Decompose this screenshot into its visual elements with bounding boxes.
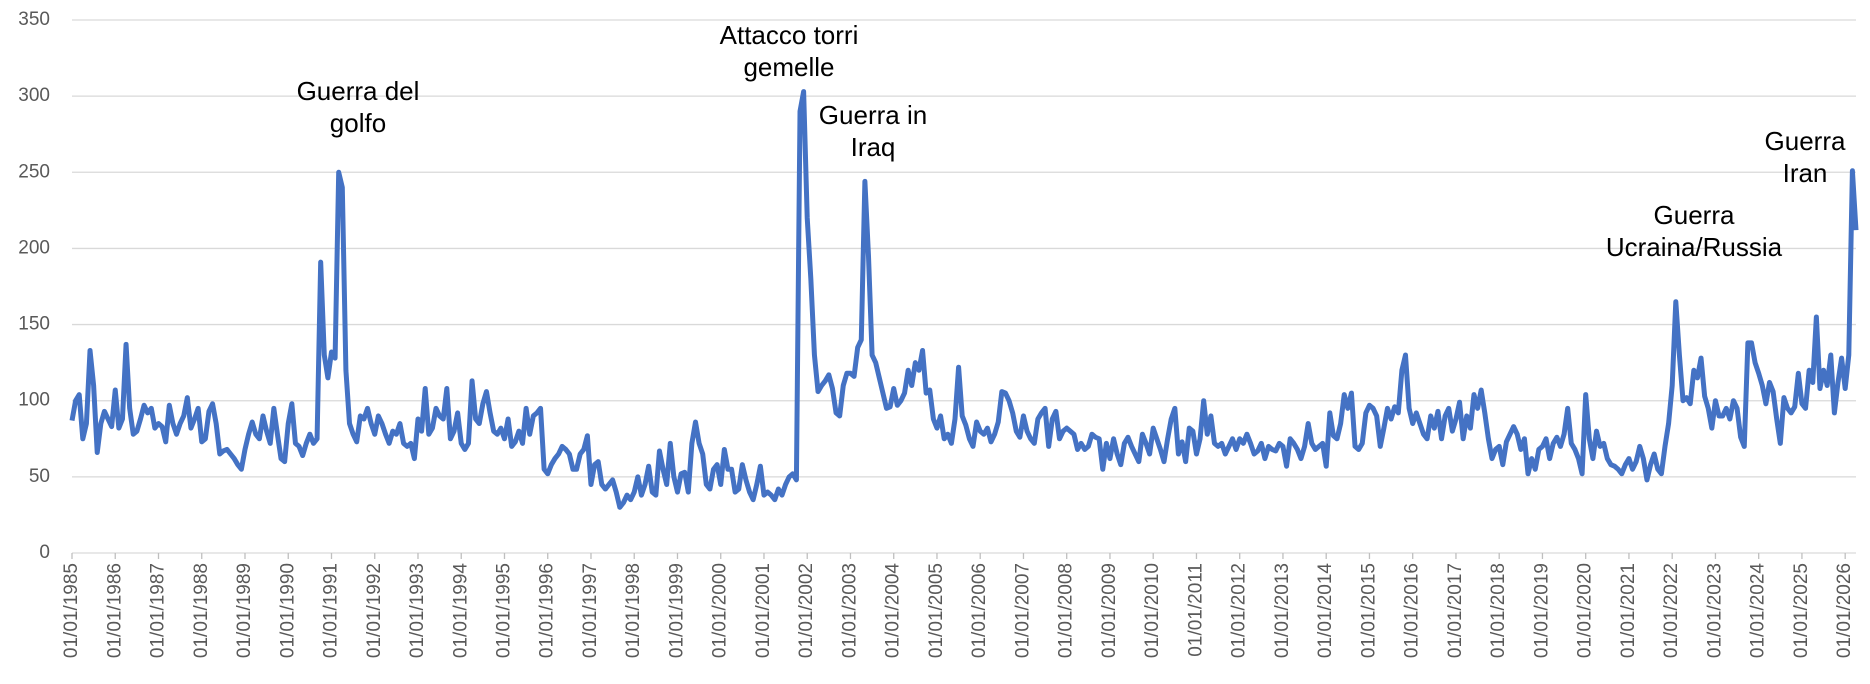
- x-tick-label: 01/01/2002: [796, 563, 817, 658]
- x-tick-label: 01/01/1991: [321, 563, 342, 658]
- x-tick-label: 01/01/1998: [623, 563, 644, 658]
- x-tick-label: 01/01/2012: [1229, 563, 1250, 658]
- x-tick-label: 01/01/2010: [1142, 563, 1163, 658]
- x-tick-label: 01/01/2018: [1488, 563, 1509, 658]
- x-tick-label: 01/01/2017: [1445, 563, 1466, 658]
- x-tick-label: 01/01/1997: [580, 563, 601, 658]
- x-tick-label: 01/01/2005: [926, 563, 947, 658]
- x-tick-label: 01/01/2009: [1099, 563, 1120, 658]
- annotation: Guerra: [1654, 200, 1735, 230]
- annotation: Attacco torri: [720, 20, 859, 50]
- x-tick-label: 01/01/1990: [277, 563, 298, 658]
- y-tick-label: 250: [18, 161, 50, 182]
- x-tick-label: 01/01/2015: [1358, 563, 1379, 658]
- x-tick-label: 01/01/2003: [839, 563, 860, 658]
- x-tick-label: 01/01/1986: [104, 563, 125, 658]
- y-tick-label: 50: [29, 466, 50, 487]
- x-tick-label: 01/01/2026: [1834, 563, 1855, 658]
- x-tick-label: 01/01/2020: [1575, 563, 1596, 658]
- x-tick-label: 01/01/2000: [710, 563, 731, 658]
- x-tick-label: 01/01/1995: [494, 563, 515, 658]
- y-tick-label: 300: [18, 85, 50, 106]
- x-tick-label: 01/01/1993: [407, 563, 428, 658]
- annotation: golfo: [330, 108, 386, 138]
- x-tick-label: 01/01/2024: [1748, 563, 1769, 659]
- x-tick-label: 01/01/1994: [450, 563, 471, 659]
- x-tick-label: 01/01/2001: [753, 563, 774, 658]
- x-tick-label: 01/01/2019: [1531, 563, 1552, 658]
- x-tick-label: 01/01/2013: [1272, 563, 1293, 658]
- y-tick-label: 150: [18, 314, 50, 335]
- annotation: Guerra: [1765, 126, 1846, 156]
- y-tick-label: 0: [39, 542, 50, 563]
- x-tick-label: 01/01/1989: [234, 563, 255, 658]
- annotation: Guerra in: [819, 100, 927, 130]
- y-tick-label: 100: [18, 390, 50, 411]
- x-tick-label: 01/01/2022: [1661, 563, 1682, 658]
- x-tick-label: 01/01/1999: [666, 563, 687, 658]
- x-tick-label: 01/01/2016: [1402, 563, 1423, 658]
- x-tick-label: 01/01/2025: [1791, 563, 1812, 658]
- x-tick-label: 01/01/2004: [883, 563, 904, 659]
- x-tick-label: 01/01/2023: [1704, 563, 1725, 658]
- annotation: gemelle: [743, 52, 834, 82]
- x-tick-label: 01/01/1992: [364, 563, 385, 658]
- x-tick-label: 01/01/2006: [969, 563, 990, 658]
- x-tick-label: 01/01/1987: [148, 563, 169, 658]
- x-tick-label: 01/01/2007: [1012, 563, 1033, 658]
- x-tick-label: 01/01/1985: [61, 563, 82, 658]
- data-line: [69, 89, 1859, 510]
- x-tick-label: 01/01/2014: [1315, 563, 1336, 659]
- x-tick-label: 01/01/2011: [1185, 563, 1206, 657]
- x-tick-label: 01/01/2008: [1056, 563, 1077, 658]
- annotation: Iraq: [851, 132, 896, 162]
- annotation: Ucraina/Russia: [1606, 232, 1783, 262]
- x-tick-label: 01/01/1988: [191, 563, 212, 658]
- x-tick-label: 01/01/2021: [1618, 563, 1639, 658]
- y-tick-label: 350: [18, 9, 50, 30]
- x-tick-label: 01/01/1996: [537, 563, 558, 658]
- annotation: Guerra del: [297, 76, 420, 106]
- annotation: Iran: [1783, 158, 1828, 188]
- y-tick-label: 200: [18, 237, 50, 258]
